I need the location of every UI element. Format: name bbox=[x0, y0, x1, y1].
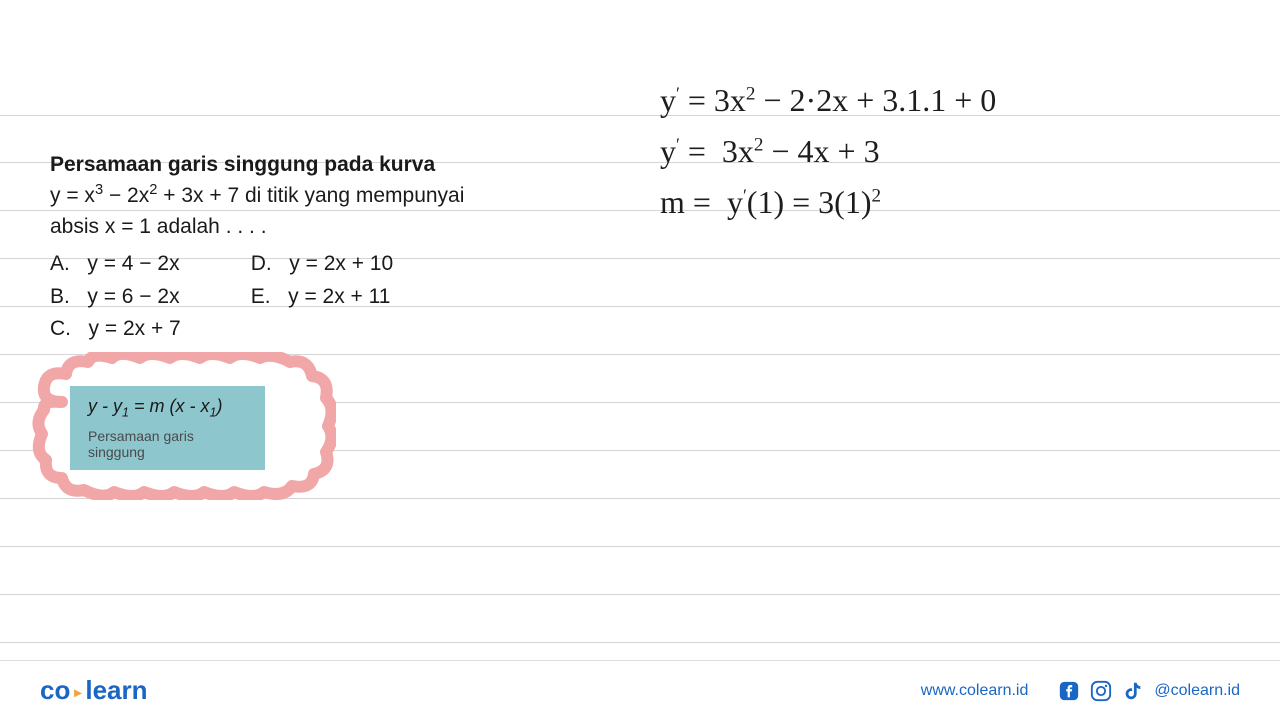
formula-equation: y - y1 = m (x - x1) bbox=[88, 396, 247, 420]
options: A. y = 4 − 2x B. y = 6 − 2x C. y = 2x + … bbox=[50, 248, 610, 346]
content-wrap: Persamaan garis singgung pada kurva y = … bbox=[0, 0, 1280, 660]
facebook-icon bbox=[1058, 680, 1080, 702]
options-col-2: D. y = 2x + 10 E. y = 2x + 11 bbox=[251, 248, 393, 346]
footer-right: www.colearn.id @colearn.id bbox=[921, 680, 1240, 702]
logo-co: co bbox=[40, 675, 70, 706]
question-equation: y = x3 − 2x2 + 3x + 7 di titik yang memp… bbox=[50, 180, 610, 211]
question-tail: absis x = 1 adalah . . . . bbox=[50, 212, 610, 242]
options-col-1: A. y = 4 − 2x B. y = 6 − 2x C. y = 2x + … bbox=[50, 248, 181, 346]
logo: co ▸ learn bbox=[40, 675, 148, 706]
instagram-icon bbox=[1090, 680, 1112, 702]
option-c: C. y = 2x + 7 bbox=[50, 313, 181, 346]
logo-learn: learn bbox=[85, 675, 147, 706]
option-e: E. y = 2x + 11 bbox=[251, 281, 393, 314]
tiktok-icon bbox=[1122, 680, 1144, 702]
option-d: D. y = 2x + 10 bbox=[251, 248, 393, 281]
social-icons: @colearn.id bbox=[1058, 680, 1240, 702]
handwriting-work: y′ = 3x2 − 2·2x + 3.1.1 + 0 y′ = 3x2 − 4… bbox=[660, 75, 1250, 229]
question-intro: Persamaan garis singgung pada kurva bbox=[50, 150, 610, 180]
option-a: A. y = 4 − 2x bbox=[50, 248, 181, 281]
hw-line-2: y′ = 3x2 − 4x + 3 bbox=[660, 126, 1250, 177]
formula-tag-inner: y - y1 = m (x - x1) Persamaan garis sing… bbox=[70, 386, 265, 470]
footer-url: www.colearn.id bbox=[921, 682, 1029, 700]
right-column: y′ = 3x2 − 2·2x + 3.1.1 + 0 y′ = 3x2 − 4… bbox=[640, 0, 1280, 660]
logo-chevron-icon: ▸ bbox=[74, 684, 81, 701]
question-block: Persamaan garis singgung pada kurva y = … bbox=[50, 150, 610, 346]
hw-line-1: y′ = 3x2 − 2·2x + 3.1.1 + 0 bbox=[660, 75, 1250, 126]
formula-tag: y - y1 = m (x - x1) Persamaan garis sing… bbox=[60, 380, 308, 464]
option-b: B. y = 6 − 2x bbox=[50, 281, 181, 314]
left-column: Persamaan garis singgung pada kurva y = … bbox=[0, 0, 640, 660]
hw-line-3: m = y′(1) = 3(1)2 bbox=[660, 177, 1250, 228]
footer: co ▸ learn www.colearn.id @colearn.id bbox=[0, 660, 1280, 720]
formula-label: Persamaan garis singgung bbox=[88, 428, 247, 460]
footer-handle: @colearn.id bbox=[1154, 682, 1240, 700]
